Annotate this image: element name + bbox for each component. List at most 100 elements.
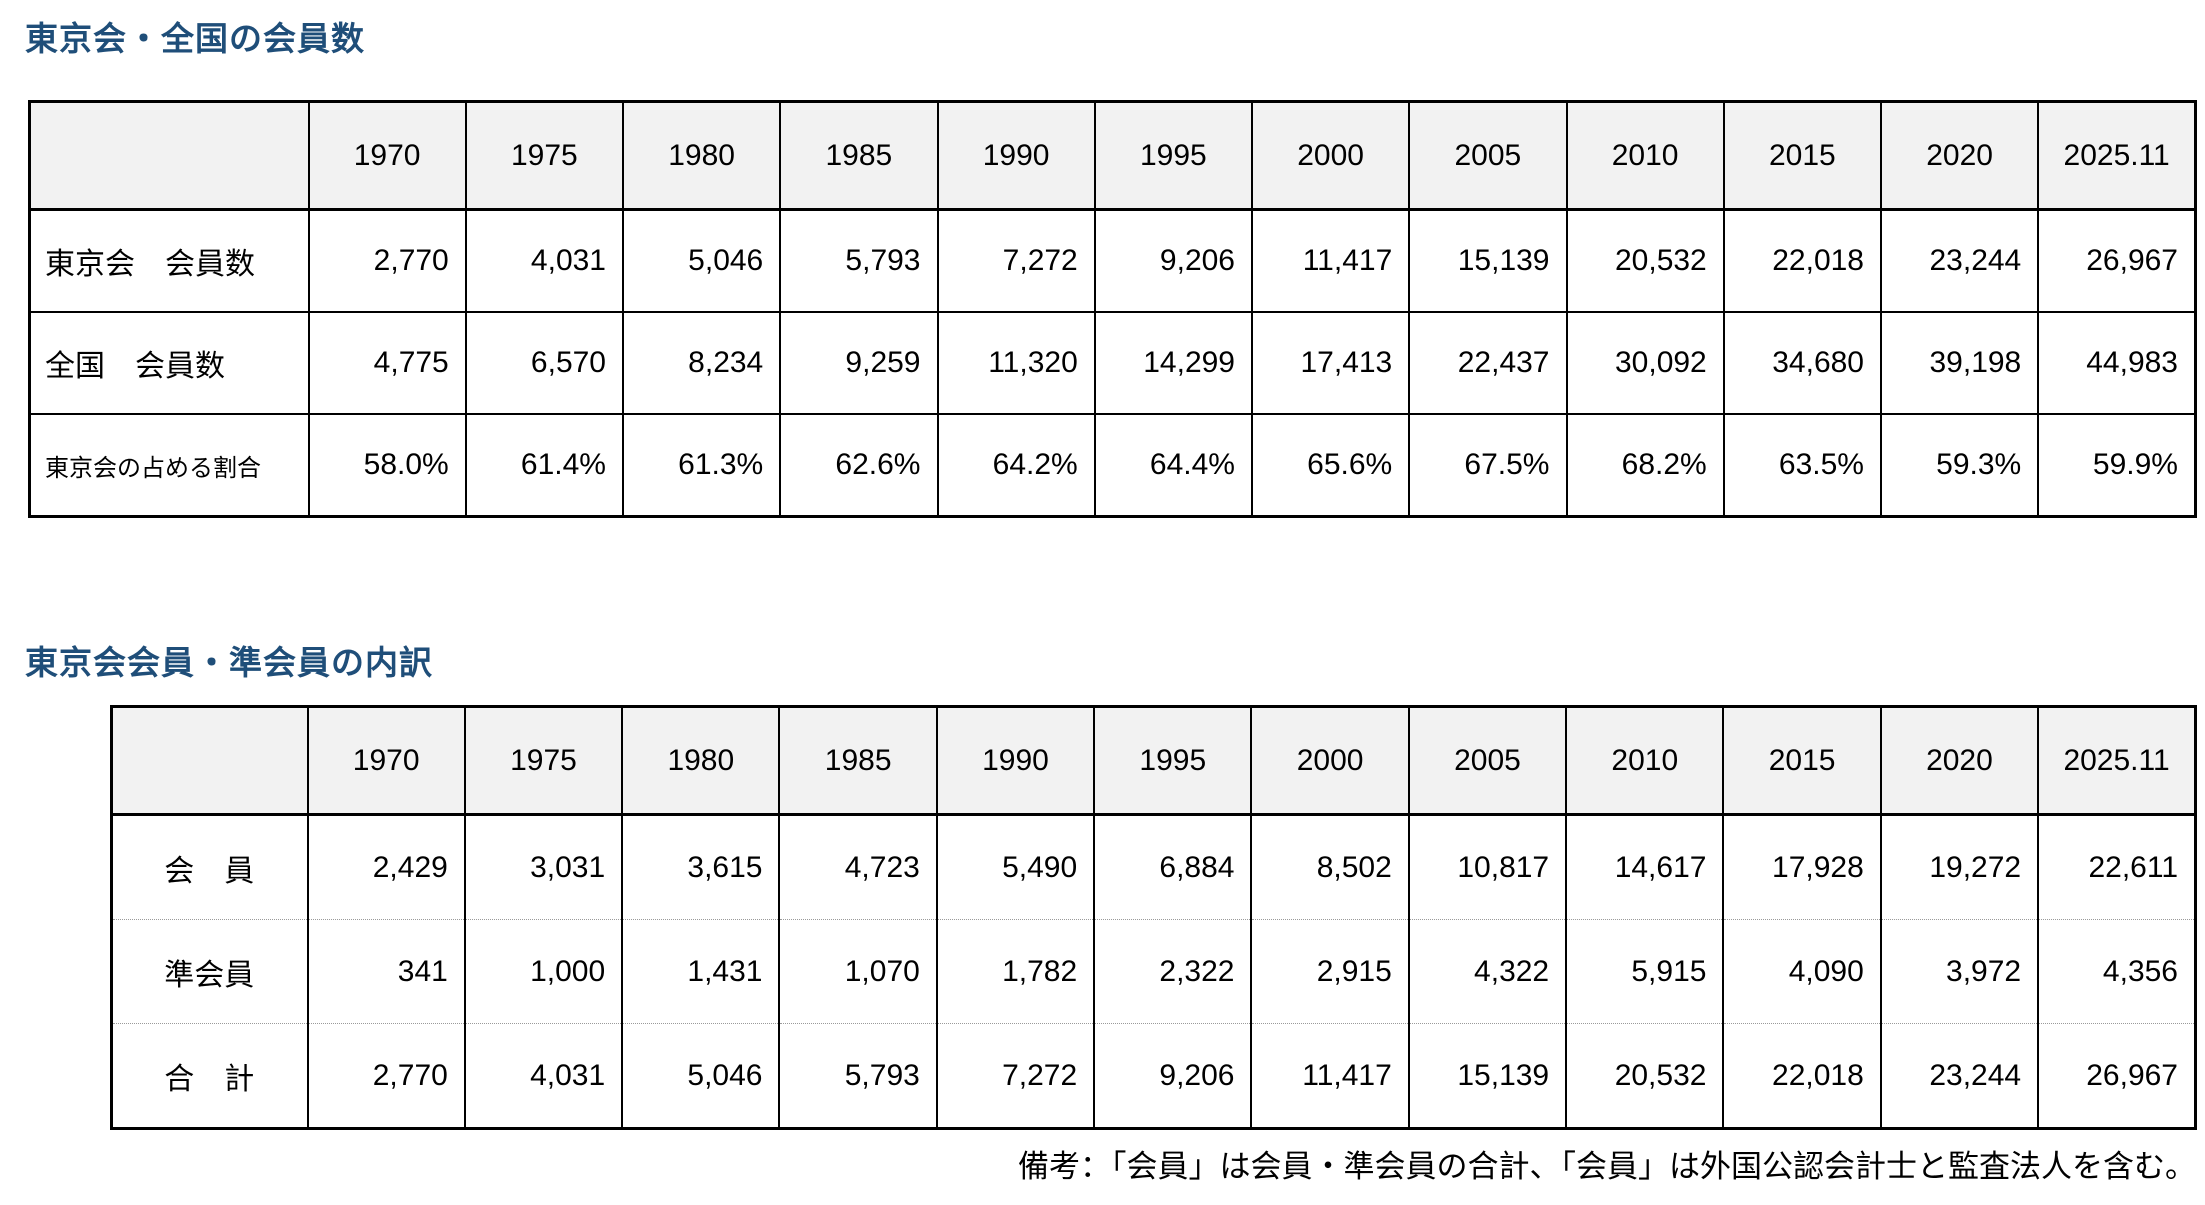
value-cell: 4,356 (2037, 919, 2197, 1024)
value-cell: 1,782 (935, 919, 1096, 1024)
corner-cell (28, 100, 310, 211)
value-cell: 5,046 (621, 1023, 781, 1129)
value-cell: 4,322 (1407, 919, 1568, 1024)
value-cell: 1,431 (621, 919, 781, 1024)
value-cell: 65.6% (1250, 413, 1411, 518)
year-header: 2000 (1250, 100, 1411, 211)
value-cell: 9,206 (1093, 208, 1254, 313)
value-cell: 7,272 (936, 208, 1096, 313)
value-cell: 5,915 (1565, 919, 1725, 1024)
year-header: 1980 (621, 100, 782, 211)
year-header: 1970 (307, 100, 467, 211)
value-cell: 22,611 (2037, 814, 2197, 920)
value-cell: 2,322 (1093, 919, 1253, 1024)
value-cell: 2,770 (306, 1023, 466, 1129)
value-cell: 58.0% (307, 413, 467, 518)
value-cell: 9,259 (779, 311, 939, 415)
value-cell: 4,031 (463, 1023, 624, 1129)
value-cell: 5,046 (621, 208, 782, 313)
row-label: 合 計 (110, 1023, 309, 1129)
value-cell: 5,793 (779, 208, 939, 313)
value-cell: 11,320 (936, 311, 1096, 415)
value-cell: 17,413 (1250, 311, 1411, 415)
value-cell: 10,817 (1407, 814, 1568, 920)
value-cell: 14,299 (1093, 311, 1254, 415)
value-cell: 8,502 (1250, 814, 1410, 920)
value-cell: 34,680 (1722, 311, 1883, 415)
year-header: 2005 (1408, 100, 1568, 211)
year-header: 1975 (464, 100, 625, 211)
value-cell: 62.6% (779, 413, 939, 518)
value-cell: 5,793 (778, 1023, 938, 1129)
value-cell: 23,244 (1879, 1023, 2040, 1129)
row-label: 会 員 (110, 814, 309, 920)
value-cell: 6,884 (1093, 814, 1253, 920)
value-cell: 15,139 (1408, 208, 1568, 313)
year-header: 1985 (778, 705, 938, 816)
year-header: 1970 (306, 705, 466, 816)
value-cell: 22,437 (1408, 311, 1568, 415)
year-header: 1985 (779, 100, 939, 211)
year-header: 2010 (1565, 705, 1725, 816)
value-cell: 4,031 (464, 208, 625, 313)
table-row: 東京会 会員数 2,770 4,031 5,046 5,793 7,272 9,206 11,… (28, 208, 2197, 313)
value-cell: 67.5% (1408, 413, 1568, 518)
table-row: 合 計 2,770 4,031 5,046 5,793 7,272 9,206 11,417 1… (110, 1023, 2197, 1129)
value-cell: 26,967 (2037, 208, 2197, 313)
year-header: 1995 (1093, 100, 1254, 211)
value-cell: 1,070 (778, 919, 938, 1024)
value-cell: 11,417 (1250, 208, 1411, 313)
value-cell: 11,417 (1250, 1023, 1410, 1129)
year-header: 2015 (1722, 100, 1883, 211)
footnote: 備考：「会員」は会員・準会員の合計、「会員」は外国公認会計士と監査法人を含む。 (1018, 1149, 2196, 1184)
value-cell: 59.3% (1879, 413, 2040, 518)
value-cell: 4,775 (307, 311, 467, 415)
value-cell: 63.5% (1722, 413, 1883, 518)
year-header: 1975 (463, 705, 624, 816)
table-member-breakdown: 1970 1975 1980 1985 1990 1995 2000 2005 2010 2015… (110, 705, 2197, 1130)
value-cell: 5,490 (935, 814, 1096, 920)
value-cell: 39,198 (1879, 311, 2040, 415)
value-cell: 61.4% (464, 413, 625, 518)
value-cell: 3,615 (621, 814, 781, 920)
row-label: 全国 会員数 (28, 311, 310, 415)
corner-cell (110, 705, 309, 816)
year-header: 1980 (621, 705, 781, 816)
year-header: 2020 (1879, 100, 2040, 211)
year-header: 2025.11 (2037, 705, 2197, 816)
value-cell: 19,272 (1879, 814, 2040, 920)
row-label: 東京会の占める割合 (28, 413, 310, 518)
row-label: 準会員 (110, 919, 309, 1024)
table-tokyo-national-members: 1970 1975 1980 1985 1990 1995 2000 2005 2010 2015… (28, 100, 2197, 518)
value-cell: 68.2% (1565, 413, 1725, 518)
value-cell: 7,272 (935, 1023, 1096, 1129)
year-header: 2010 (1565, 100, 1725, 211)
value-cell: 17,928 (1722, 814, 1882, 920)
value-cell: 2,429 (306, 814, 466, 920)
year-header: 2015 (1722, 705, 1882, 816)
value-cell: 4,723 (778, 814, 938, 920)
value-cell: 15,139 (1407, 1023, 1568, 1129)
value-cell: 20,532 (1565, 208, 1725, 313)
year-header: 1990 (936, 100, 1096, 211)
value-cell: 1,000 (463, 919, 624, 1024)
value-cell: 22,018 (1722, 1023, 1882, 1129)
value-cell: 59.9% (2037, 413, 2197, 518)
value-cell: 8,234 (621, 311, 782, 415)
table-row: 会 員 2,429 3,031 3,615 4,723 5,490 6,884 8,502 10… (110, 814, 2197, 920)
value-cell: 3,972 (1879, 919, 2040, 1024)
year-header: 1995 (1093, 705, 1253, 816)
value-cell: 64.4% (1093, 413, 1254, 518)
value-cell: 2,770 (307, 208, 467, 313)
value-cell: 20,532 (1565, 1023, 1725, 1129)
value-cell: 9,206 (1093, 1023, 1253, 1129)
value-cell: 4,090 (1722, 919, 1882, 1024)
value-cell: 341 (306, 919, 466, 1024)
value-cell: 26,967 (2037, 1023, 2197, 1129)
year-header: 2020 (1879, 705, 2040, 816)
year-header: 1990 (935, 705, 1096, 816)
value-cell: 30,092 (1565, 311, 1725, 415)
section-title-member-breakdown: 東京会会員・準会員の内訳 (25, 644, 433, 681)
value-cell: 14,617 (1565, 814, 1725, 920)
value-cell: 2,915 (1250, 919, 1410, 1024)
